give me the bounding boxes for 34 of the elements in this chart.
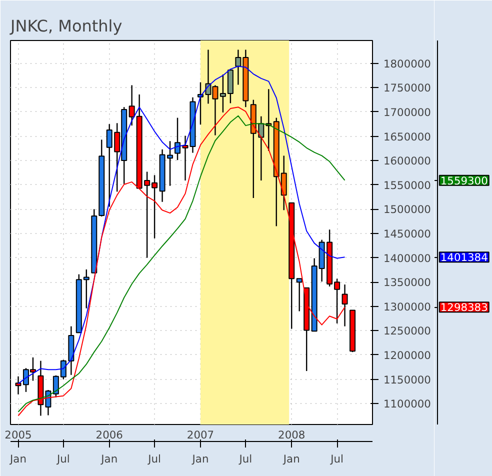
- x-tick-label: Jul: [147, 452, 161, 466]
- chart-title: JNKC, Monthly: [10, 16, 122, 36]
- y-tick-label: 1550000: [384, 178, 432, 192]
- y-tick-label: 1450000: [384, 227, 432, 240]
- y-tick-label: 1300000: [384, 300, 432, 314]
- y-tick-label: 1100000: [384, 398, 432, 411]
- y-tick-label: 1700000: [384, 106, 432, 119]
- y-tick-label: 1150000: [384, 373, 432, 386]
- x-tick-label: Jan: [100, 452, 118, 466]
- y2-tick-label: 1298383: [440, 301, 488, 314]
- y-tick-label: 1400000: [384, 252, 432, 265]
- candlestick: [174, 117, 181, 161]
- y-tick-label: 1600000: [384, 154, 432, 168]
- candlestick: [15, 376, 22, 395]
- x-tick-label: Jul: [56, 452, 70, 466]
- candlestick: [296, 278, 302, 312]
- y2-tick-label: 1401384: [440, 251, 488, 264]
- x-tick-label: Jan: [9, 452, 26, 466]
- x-tick-label: Jul: [330, 452, 344, 466]
- y-tick-label: 1650000: [384, 130, 432, 144]
- y2-tick-label: 1559300: [440, 174, 488, 188]
- y-tick-label: 1350000: [384, 276, 432, 290]
- y-tick-label: 1750000: [384, 82, 432, 95]
- x-tick-label: Jan: [282, 452, 300, 466]
- x-tick-label: Jan: [191, 452, 209, 466]
- x2-tick-label: 2006: [96, 428, 124, 442]
- x2-tick-label: 2005: [4, 428, 32, 442]
- y-tick-label: 1250000: [384, 324, 432, 338]
- y-tick-label: 1800000: [384, 57, 432, 70]
- y-tick-label: 1500000: [384, 203, 432, 216]
- x2-tick-label: 2007: [186, 428, 214, 442]
- y-tick-label: 1200000: [384, 348, 432, 362]
- x2-tick-label: 2008: [278, 428, 306, 442]
- x-tick-label: Jul: [238, 452, 252, 466]
